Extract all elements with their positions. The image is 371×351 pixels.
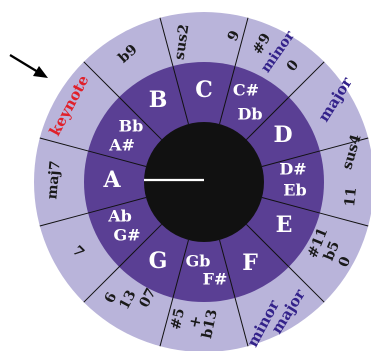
- note-label: D#: [279, 160, 306, 179]
- outer-divider-line: [234, 297, 249, 347]
- outer-label: b5: [321, 239, 343, 263]
- inner-divider-line: [87, 150, 147, 167]
- inner-divider-line: [246, 224, 290, 268]
- outer-ring-dividers: [39, 17, 369, 347]
- outer-label: sus2: [172, 23, 193, 61]
- note-label: Gb: [186, 252, 211, 271]
- note-label: A#: [108, 136, 135, 155]
- outer-divider-line: [83, 61, 120, 98]
- inner-divider-line: [246, 96, 290, 140]
- inner-ring-dividers: [87, 65, 321, 299]
- arrow-icon: [9, 54, 48, 78]
- inner-divider-line: [118, 224, 162, 268]
- inner-divider-line: [261, 150, 321, 167]
- note-label: F: [242, 250, 258, 276]
- note-label: G: [149, 248, 168, 274]
- outer-label: #5: [168, 307, 188, 331]
- inner-divider-line: [172, 65, 189, 125]
- outer-divider-line: [319, 137, 369, 152]
- outer-label: maj7: [44, 160, 63, 200]
- inner-divider-line: [219, 239, 236, 299]
- note-label: D: [273, 122, 292, 148]
- center-disc: [144, 122, 264, 242]
- note-label: G#: [113, 226, 140, 245]
- outer-divider-line: [159, 297, 174, 347]
- outer-divider-line: [319, 212, 369, 227]
- outer-label: 11: [342, 186, 360, 207]
- outer-divider-line: [234, 17, 249, 67]
- note-label: B: [149, 87, 168, 113]
- inner-divider-line: [219, 65, 236, 125]
- note-label: C#: [233, 81, 259, 100]
- note-label: Bb: [119, 117, 144, 136]
- outer-divider-line: [39, 137, 89, 152]
- inner-divider-line: [261, 197, 321, 214]
- note-label: Ab: [107, 207, 132, 226]
- outer-divider-line: [288, 61, 325, 98]
- note-label: E: [276, 212, 293, 238]
- note-label: Eb: [283, 181, 306, 200]
- outer-label: b13: [199, 308, 221, 340]
- outer-divider-line: [39, 212, 89, 227]
- inner-divider-line: [118, 96, 162, 140]
- note-label: C: [195, 77, 213, 103]
- outer-divider-line: [288, 266, 325, 303]
- inner-divider-line: [87, 197, 147, 214]
- note-label: F#: [203, 270, 228, 289]
- note-label: A: [102, 167, 121, 193]
- note-label: Db: [237, 105, 262, 124]
- inner-divider-line: [172, 239, 189, 299]
- outer-divider-line: [83, 266, 120, 303]
- outer-label: +: [185, 314, 205, 330]
- outer-divider-line: [159, 17, 174, 67]
